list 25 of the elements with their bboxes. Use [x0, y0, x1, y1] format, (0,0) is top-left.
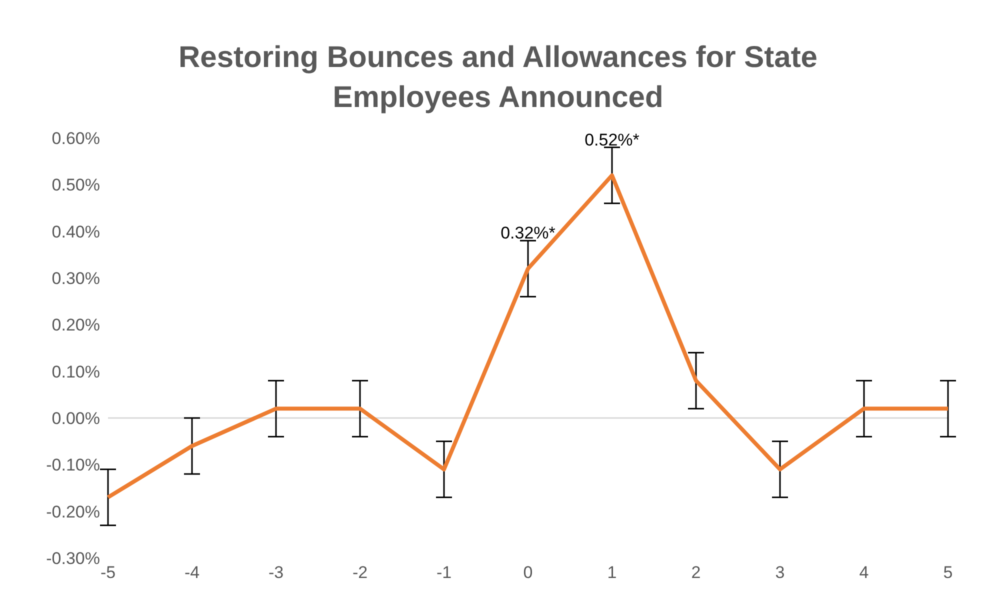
y-tick-label: 0.30%	[52, 269, 100, 288]
x-tick-label: -4	[184, 563, 200, 582]
x-tick-label: -3	[268, 563, 284, 582]
y-tick-label: -0.30%	[46, 549, 100, 568]
data-label: 0.32%*	[500, 224, 556, 243]
y-tick-label: 0.50%	[52, 176, 100, 195]
y-tick-label: 0.40%	[52, 222, 100, 242]
y-tick-label: 0.60%	[52, 129, 100, 148]
x-tick-label: -5	[100, 563, 116, 582]
x-tick-label: 4	[859, 563, 869, 582]
y-tick-label: -0.10%	[46, 456, 100, 475]
x-tick-label: 1	[607, 563, 617, 582]
x-tick-label: 0	[523, 563, 533, 582]
x-tick-label: 5	[943, 563, 953, 582]
y-tick-label: 0.20%	[52, 316, 100, 335]
x-tick-label: 2	[691, 563, 701, 582]
x-tick-label: 3	[775, 563, 785, 582]
y-tick-label: -0.20%	[46, 502, 100, 522]
x-tick-label: -2	[352, 563, 368, 582]
y-tick-label: 0.10%	[52, 362, 100, 382]
data-label: 0.52%*	[584, 130, 640, 150]
x-tick-label: -1	[436, 563, 452, 582]
y-tick-label: 0.00%	[52, 409, 100, 428]
line-series	[106, 173, 950, 500]
chart-title: Restoring Bounces and Allowances for State Employees Announced	[177, 40, 818, 116]
